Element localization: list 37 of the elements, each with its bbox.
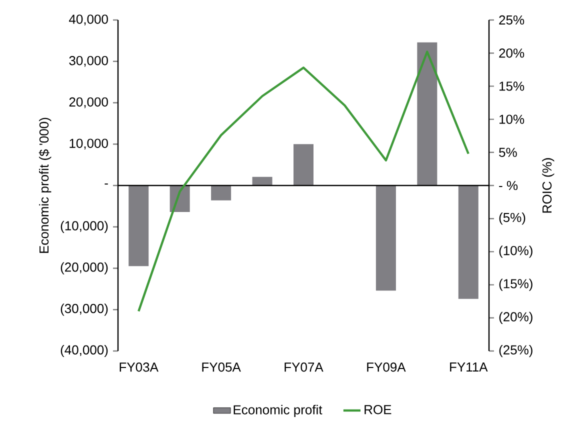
y2-axis-title: ROIC (%) xyxy=(542,158,554,213)
y-tick-label: 30,000 xyxy=(69,56,108,67)
x-tick-label: FY09A xyxy=(367,362,406,372)
bar xyxy=(458,186,478,299)
legend-label: ROE xyxy=(364,405,392,414)
y2-tick-label: 5% xyxy=(499,148,517,157)
y2-tick-label: (20%) xyxy=(499,312,532,324)
y2-tick-label: (15%) xyxy=(499,278,532,291)
bar xyxy=(417,42,438,186)
line-series xyxy=(138,50,470,312)
y2-tick-label: - % xyxy=(499,180,518,190)
y2-tick-label: 20% xyxy=(499,48,524,58)
x-tick-label: FY03A xyxy=(120,362,158,372)
y2-tick-label: 25% xyxy=(499,15,524,25)
y-tick-label: 40,000 xyxy=(69,14,108,26)
y2-tick-label: (10%) xyxy=(499,246,532,258)
y-tick-label: 10,000 xyxy=(70,138,108,150)
bar xyxy=(294,144,314,186)
y-tick-label: (10,000) xyxy=(60,220,108,233)
x-tick-label: FY11A xyxy=(450,362,488,372)
y-tick-label: (40,000) xyxy=(60,344,108,358)
y-tick-label: 20,000 xyxy=(69,97,108,108)
y2-tick-label: 10% xyxy=(500,114,524,124)
y-tick-label: - xyxy=(104,184,108,185)
legend-label: Economic profit xyxy=(234,404,322,417)
bar xyxy=(376,186,396,291)
x-tick-label: FY07A xyxy=(284,362,324,372)
y-tick-label: (20,000) xyxy=(60,262,108,274)
y2-tick-label: (5%) xyxy=(499,212,526,225)
bar xyxy=(211,186,232,200)
y2-tick-label: 15% xyxy=(500,82,524,91)
bar xyxy=(252,176,272,186)
y2-tick-label: (25%) xyxy=(499,344,532,358)
y-axis-title: Economic profit ($ '000) xyxy=(38,118,52,253)
y-tick-label: (30,000) xyxy=(60,304,108,316)
bar xyxy=(128,186,149,266)
x-tick-label: FY05A xyxy=(202,362,241,372)
